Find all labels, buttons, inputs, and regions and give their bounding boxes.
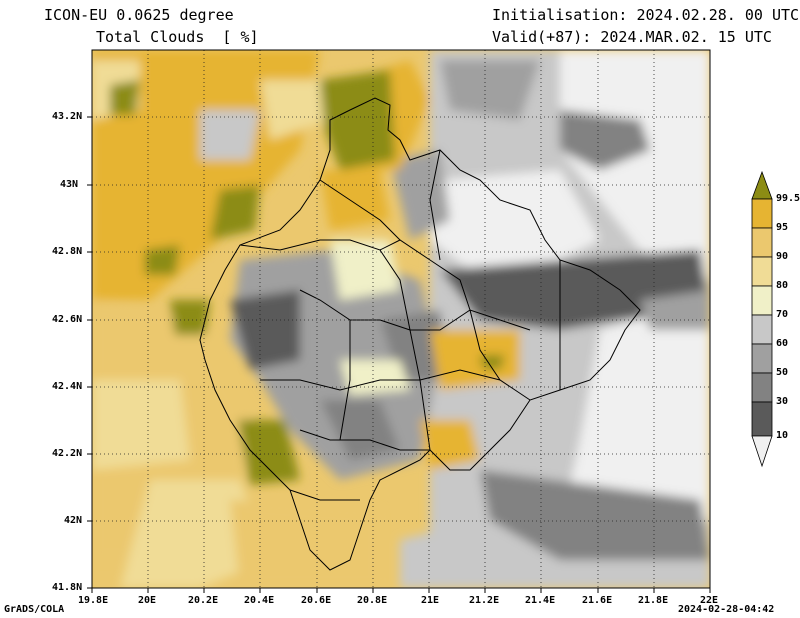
x-tick-label: 22E: [700, 595, 719, 606]
colorbar-bin: [751, 401, 773, 437]
y-tick-label: 41.8N: [52, 582, 83, 593]
x-tick-label: 21E: [421, 595, 440, 606]
colorbar-label: 10: [776, 430, 789, 441]
colorbar-bin: [751, 372, 773, 403]
colorbar-label: 90: [776, 251, 789, 262]
footer-timestamp: 2024-02-28-04:42: [678, 604, 775, 615]
colorbar-bin: [751, 256, 773, 287]
x-tick-label: 21.6E: [582, 595, 613, 606]
colorbar: [751, 170, 773, 468]
x-tick-label: 20.6E: [301, 595, 332, 606]
colorbar-label: 30: [776, 396, 789, 407]
colorbar-label: 95: [776, 222, 789, 233]
y-tick-label: 42N: [64, 515, 83, 526]
cloud-cover-field: [92, 50, 710, 588]
x-tick-label: 20.8E: [357, 595, 388, 606]
init-time: Initialisation: 2024.02.28. 00 UTC: [492, 6, 800, 24]
model-title: ICON-EU 0.0625 degree: [44, 6, 234, 24]
x-tick-label: 20.2E: [188, 595, 219, 606]
footer-credit: GrADS/COLA: [4, 604, 65, 615]
colorbar-label: 80: [776, 280, 789, 291]
x-tick-label: 20.4E: [244, 595, 275, 606]
x-tick-label: 21.2E: [469, 595, 500, 606]
x-tick-label: 21.4E: [525, 595, 556, 606]
graticule: [92, 50, 710, 588]
colorbar-label: 99.5: [776, 193, 800, 204]
y-tick-label: 42.6N: [52, 314, 83, 325]
y-tick-label: 42.8N: [52, 246, 83, 257]
colorbar-bin: [751, 285, 773, 316]
border-lines: [199, 97, 641, 571]
colorbar-label: 50: [776, 367, 789, 378]
colorbar-bin: [751, 314, 773, 345]
colorbar-label: 60: [776, 338, 789, 349]
y-tick-label: 42.2N: [52, 448, 83, 459]
colorbar-bin: [751, 198, 773, 229]
y-tick-label: 43.2N: [52, 111, 83, 122]
x-tick-label: 21.8E: [638, 595, 669, 606]
colorbar-bin: [751, 343, 773, 374]
colorbar-top-arrow: [751, 170, 773, 200]
y-tick-label: 43N: [60, 179, 79, 190]
colorbar-bottom-arrow: [751, 435, 773, 468]
x-tick-label: 19.8E: [78, 595, 109, 606]
y-tick-label: 42.4N: [52, 381, 83, 392]
colorbar-label: 70: [776, 309, 789, 320]
valid-time: Valid(+87): 2024.MAR.02. 15 UTC: [492, 28, 772, 46]
map-frame: [91, 49, 711, 589]
axis-ticks: [87, 116, 711, 593]
colorbar-bin: [751, 227, 773, 258]
variable-title: Total Clouds [ %]: [96, 28, 259, 46]
x-tick-label: 20E: [138, 595, 157, 606]
